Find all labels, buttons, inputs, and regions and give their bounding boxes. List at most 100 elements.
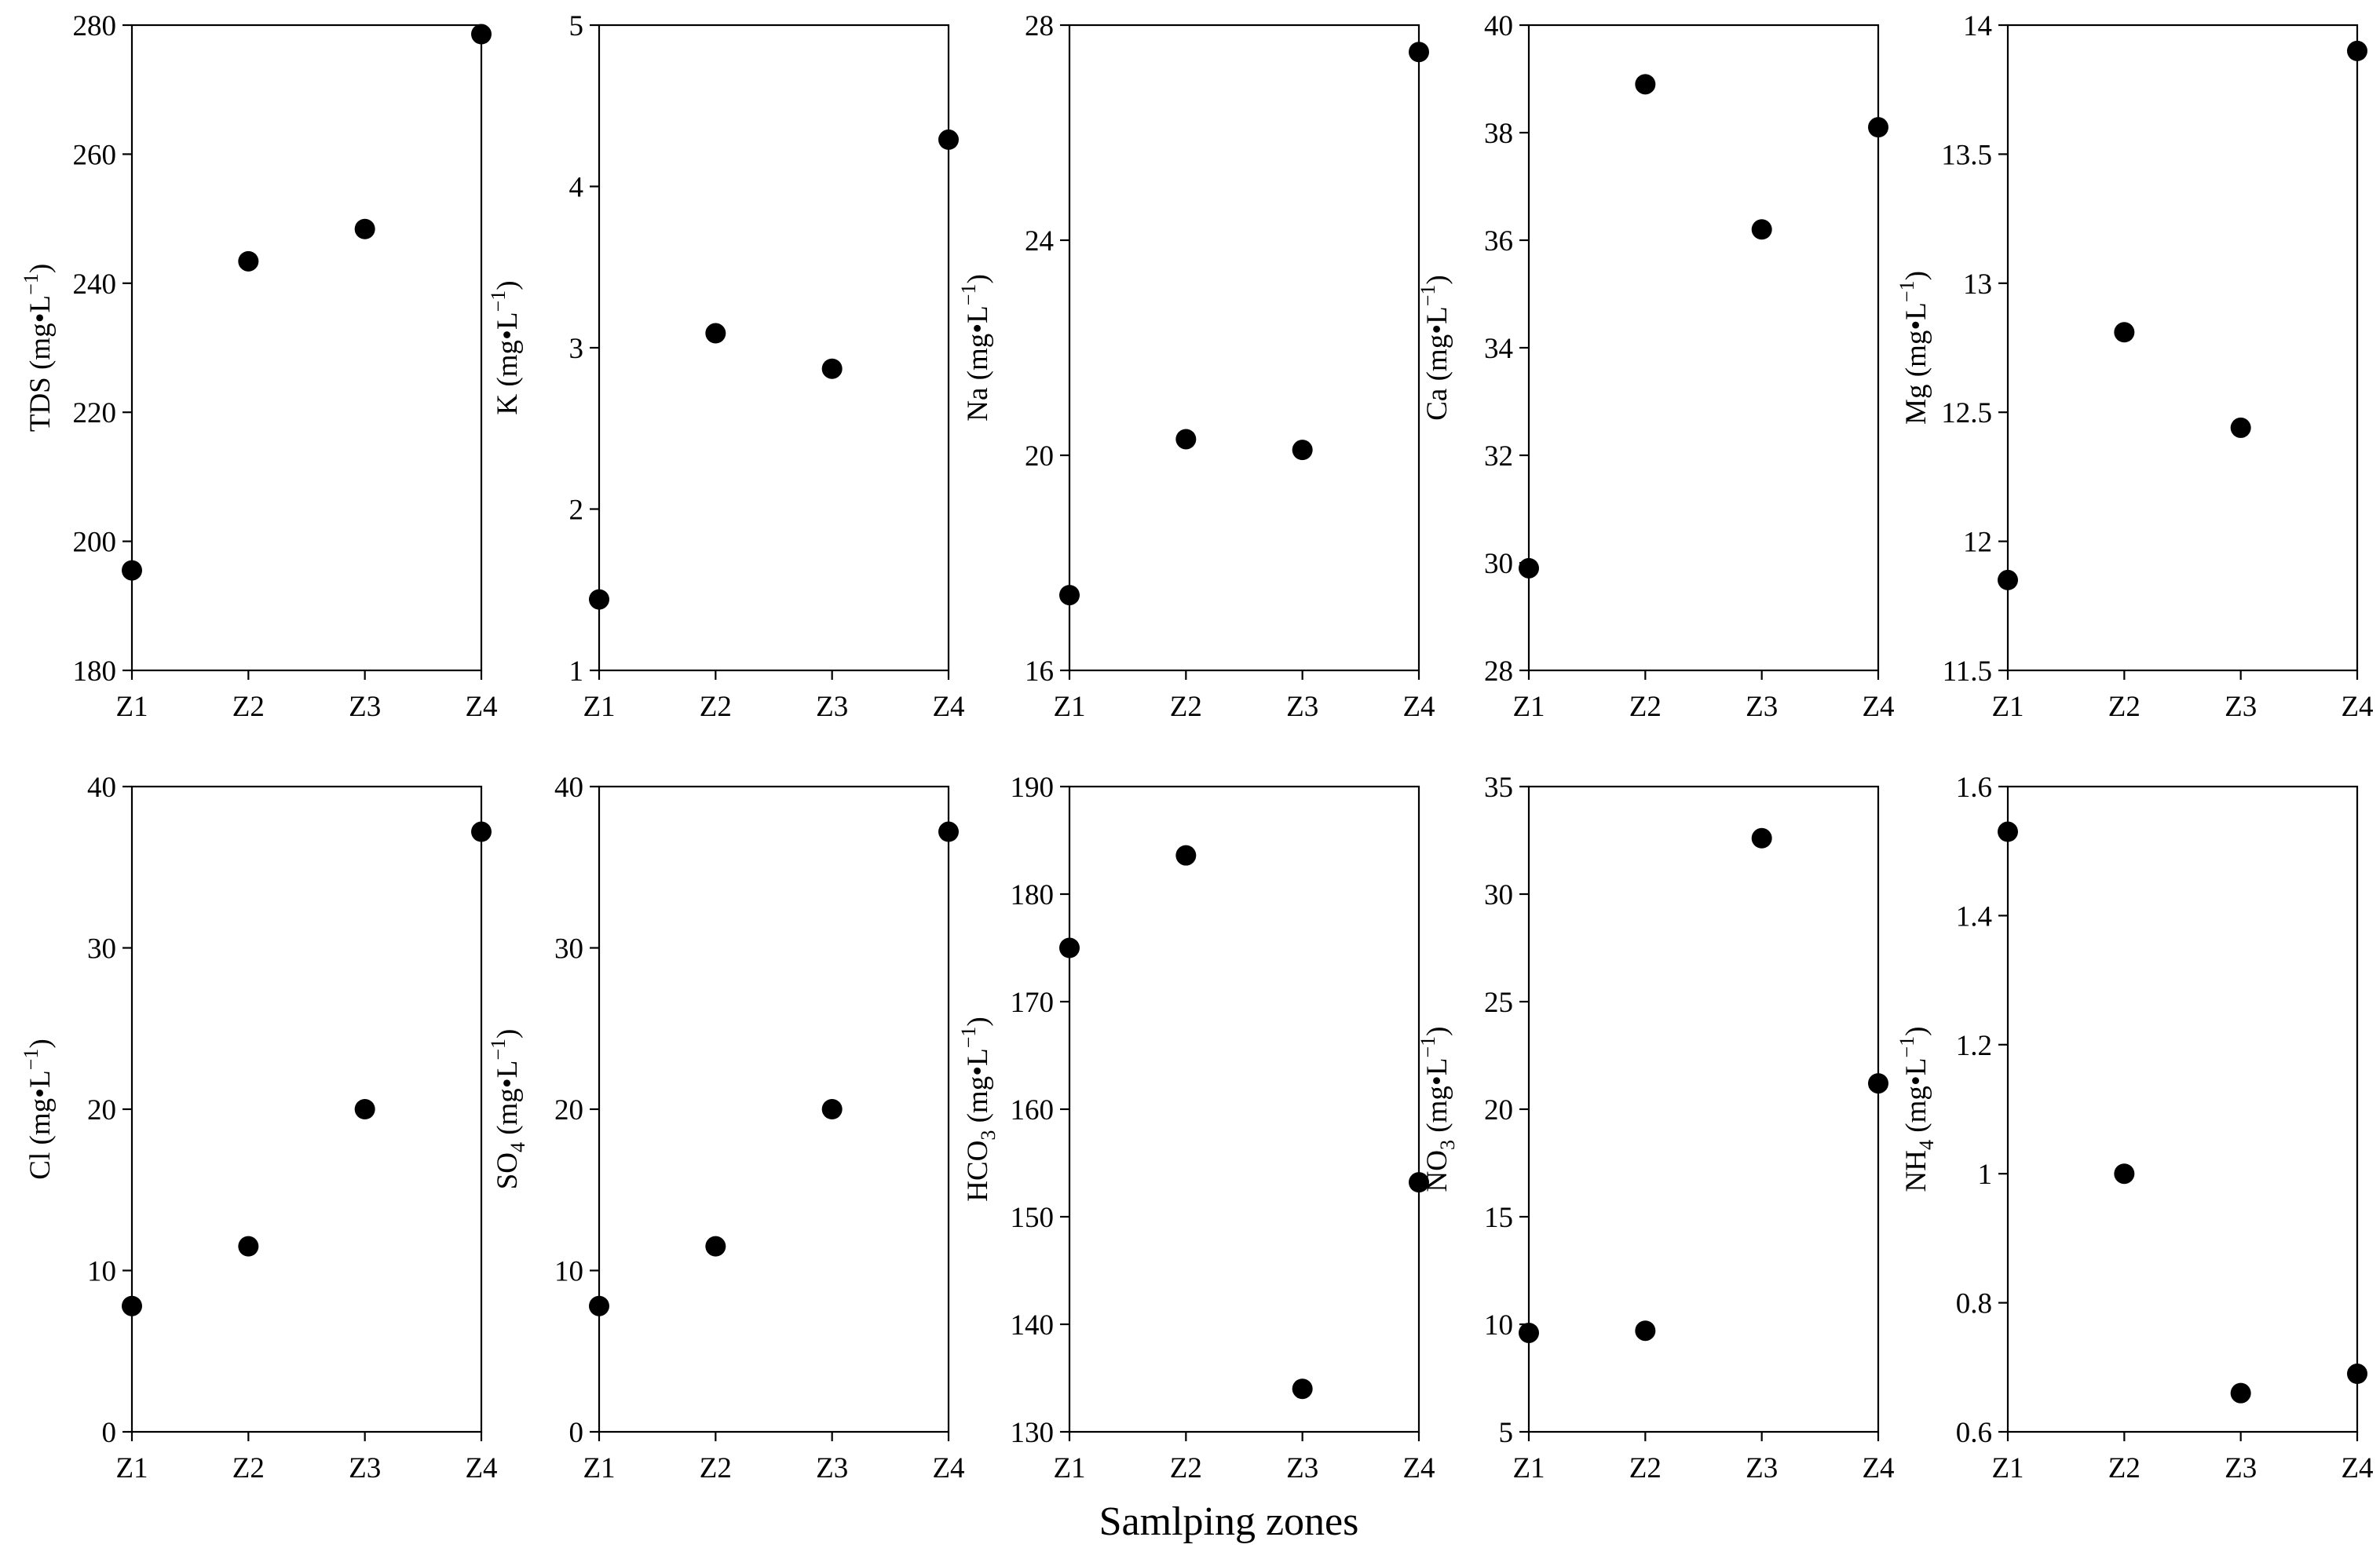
y-tick-label: 170	[1011, 987, 1055, 1019]
x-tick-label: Z2	[1629, 691, 1662, 723]
data-point-z2	[705, 323, 726, 344]
y-tick-label: 30	[1484, 879, 1513, 911]
y-tick-label: 28	[1484, 655, 1513, 688]
y-axis-label-superscript: −1	[1896, 1036, 1918, 1058]
y-tick-label: 0	[102, 1417, 117, 1449]
data-point-z3	[1292, 1378, 1313, 1400]
y-axis-label-subscript: 3	[1436, 1140, 1459, 1150]
y-tick-label: 12	[1963, 527, 1992, 559]
data-point-z1	[122, 1295, 142, 1316]
y-tick-label: 5	[569, 10, 584, 42]
y-axis-label: Na (mg•L−1)	[957, 274, 994, 422]
y-axis-label-superscript: −1	[957, 284, 980, 306]
panel-10: 0.6 0.8 1 1.2 1.4 1.6 Z1 Z2 Z3 Z4 NH4 (mg•L−1)	[1896, 772, 2374, 1484]
y-axis-label-unit: (mg•L	[1900, 302, 1932, 384]
y-tick-label: 160	[1011, 1094, 1055, 1126]
data-point-z2	[2114, 322, 2135, 343]
panel-5: 11.5 12 12.5 13 13.5 14 Z1 Z2 Z3 Z4 Mg (mg•L−1)	[1896, 10, 2374, 723]
y-tick-label: 240	[73, 268, 117, 301]
y-tick-label: 0.6	[1956, 1417, 1992, 1449]
y-axis-label-subscript: 3	[977, 1130, 1000, 1141]
y-tick-label: 13	[1963, 268, 1992, 301]
plot-frame	[1527, 785, 1880, 1433]
y-axis-label-close: )	[1900, 1027, 1932, 1036]
plot-frame	[598, 24, 950, 672]
y-tick-label: 40	[554, 772, 583, 804]
y-tick-label: 20	[554, 1094, 583, 1126]
y-axis-label-superscript: −1	[1417, 285, 1439, 307]
y-axis-label-name: K	[492, 394, 524, 415]
y-tick-label: 140	[1011, 1309, 1055, 1342]
data-point-z3	[1751, 827, 1772, 849]
y-axis-label-superscript: −1	[20, 1049, 42, 1071]
x-tick-label: Z2	[232, 1452, 265, 1484]
x-tick-label: Z1	[583, 1452, 615, 1484]
data-point-z2	[705, 1236, 726, 1257]
data-point-z4	[2347, 1364, 2367, 1385]
x-tick-label: Z1	[583, 691, 615, 723]
data-point-z1	[1059, 937, 1080, 958]
y-tick-label: 10	[1484, 1309, 1513, 1342]
x-tick-label: Z4	[1862, 691, 1894, 723]
y-tick-label: 5	[1499, 1417, 1514, 1449]
y-tick-label: 130	[1011, 1417, 1055, 1449]
x-tick-label: Z2	[1170, 1452, 1202, 1484]
x-tick-label: Z2	[700, 1452, 732, 1484]
data-point-z3	[2230, 417, 2251, 438]
y-axis-label-superscript: −1	[1417, 1036, 1439, 1058]
data-point-z2	[1635, 1320, 1656, 1342]
y-axis-label-superscript: −1	[20, 273, 42, 295]
y-tick-label: 20	[87, 1094, 116, 1126]
x-tick-label: Z4	[932, 1452, 964, 1484]
y-tick-label: 10	[87, 1256, 116, 1288]
data-point-z1	[589, 1295, 609, 1316]
data-point-z1	[1519, 557, 1539, 579]
y-tick-label: 15	[1484, 1202, 1513, 1234]
y-axis-label: Ca (mg•L−1)	[1417, 275, 1453, 421]
y-tick-label: 2	[569, 495, 584, 527]
x-tick-label: Z2	[700, 691, 732, 723]
x-tick-label: Z4	[1862, 1452, 1894, 1484]
data-point-z3	[1292, 440, 1313, 461]
y-axis-label-name: HCO	[962, 1141, 994, 1202]
y-axis-label: HCO3 (mg•L−1)	[957, 1017, 1000, 1202]
panel-1: 180 200 220 240 260 280 Z1 Z2 Z3 Z4 TDS (mg•L−1)	[20, 10, 498, 723]
data-point-z3	[821, 358, 843, 379]
x-tick-label: Z3	[1746, 1452, 1778, 1484]
y-axis-label-close: )	[492, 1029, 524, 1039]
y-tick-label: 13.5	[1941, 139, 1992, 171]
y-axis-label-close: )	[24, 1039, 57, 1048]
y-tick-label: 1	[1978, 1159, 1993, 1191]
y-tick-label: 220	[73, 397, 117, 429]
y-axis-label-close: )	[1421, 275, 1453, 284]
data-point-z3	[821, 1099, 843, 1119]
y-tick-label: 12.5	[1941, 397, 1992, 429]
data-point-z2	[1635, 74, 1656, 95]
y-tick-label: 190	[1011, 772, 1055, 804]
y-axis-label-unit: (mg•L	[24, 295, 57, 377]
x-tick-label: Z2	[232, 691, 265, 723]
x-tick-label: Z1	[1512, 1452, 1545, 1484]
data-point-z4	[1409, 1172, 1429, 1193]
figure-x-axis-label: Samlping zones	[1099, 1499, 1359, 1544]
data-point-z2	[1175, 845, 1197, 866]
panel-4: 28 30 32 34 36 38 40 Z1 Z2 Z3 Z4 Ca (mg•L−1)	[1417, 10, 1895, 723]
y-axis-label-name: Mg	[1900, 385, 1932, 425]
plot-frame	[1068, 785, 1420, 1433]
y-axis-label-unit: (mg•L	[1421, 306, 1453, 388]
y-tick-label: 260	[73, 139, 117, 171]
y-tick-label: 28	[1025, 10, 1054, 42]
x-tick-label: Z3	[349, 691, 381, 723]
data-point-z1	[1998, 569, 2018, 590]
x-tick-label: Z3	[816, 691, 848, 723]
y-axis-label-unit: (mg•L	[492, 1061, 524, 1142]
data-point-z1	[1519, 1322, 1539, 1343]
y-axis-label-unit: (mg•L	[492, 312, 524, 393]
x-tick-label: Z2	[2108, 1452, 2141, 1484]
y-axis-label-close: )	[24, 264, 57, 273]
y-axis-label-unit: (mg•L	[962, 1048, 994, 1130]
y-tick-label: 1.2	[1956, 1030, 1992, 1062]
data-point-z4	[2347, 40, 2367, 61]
y-axis-label-close: )	[962, 1017, 994, 1026]
